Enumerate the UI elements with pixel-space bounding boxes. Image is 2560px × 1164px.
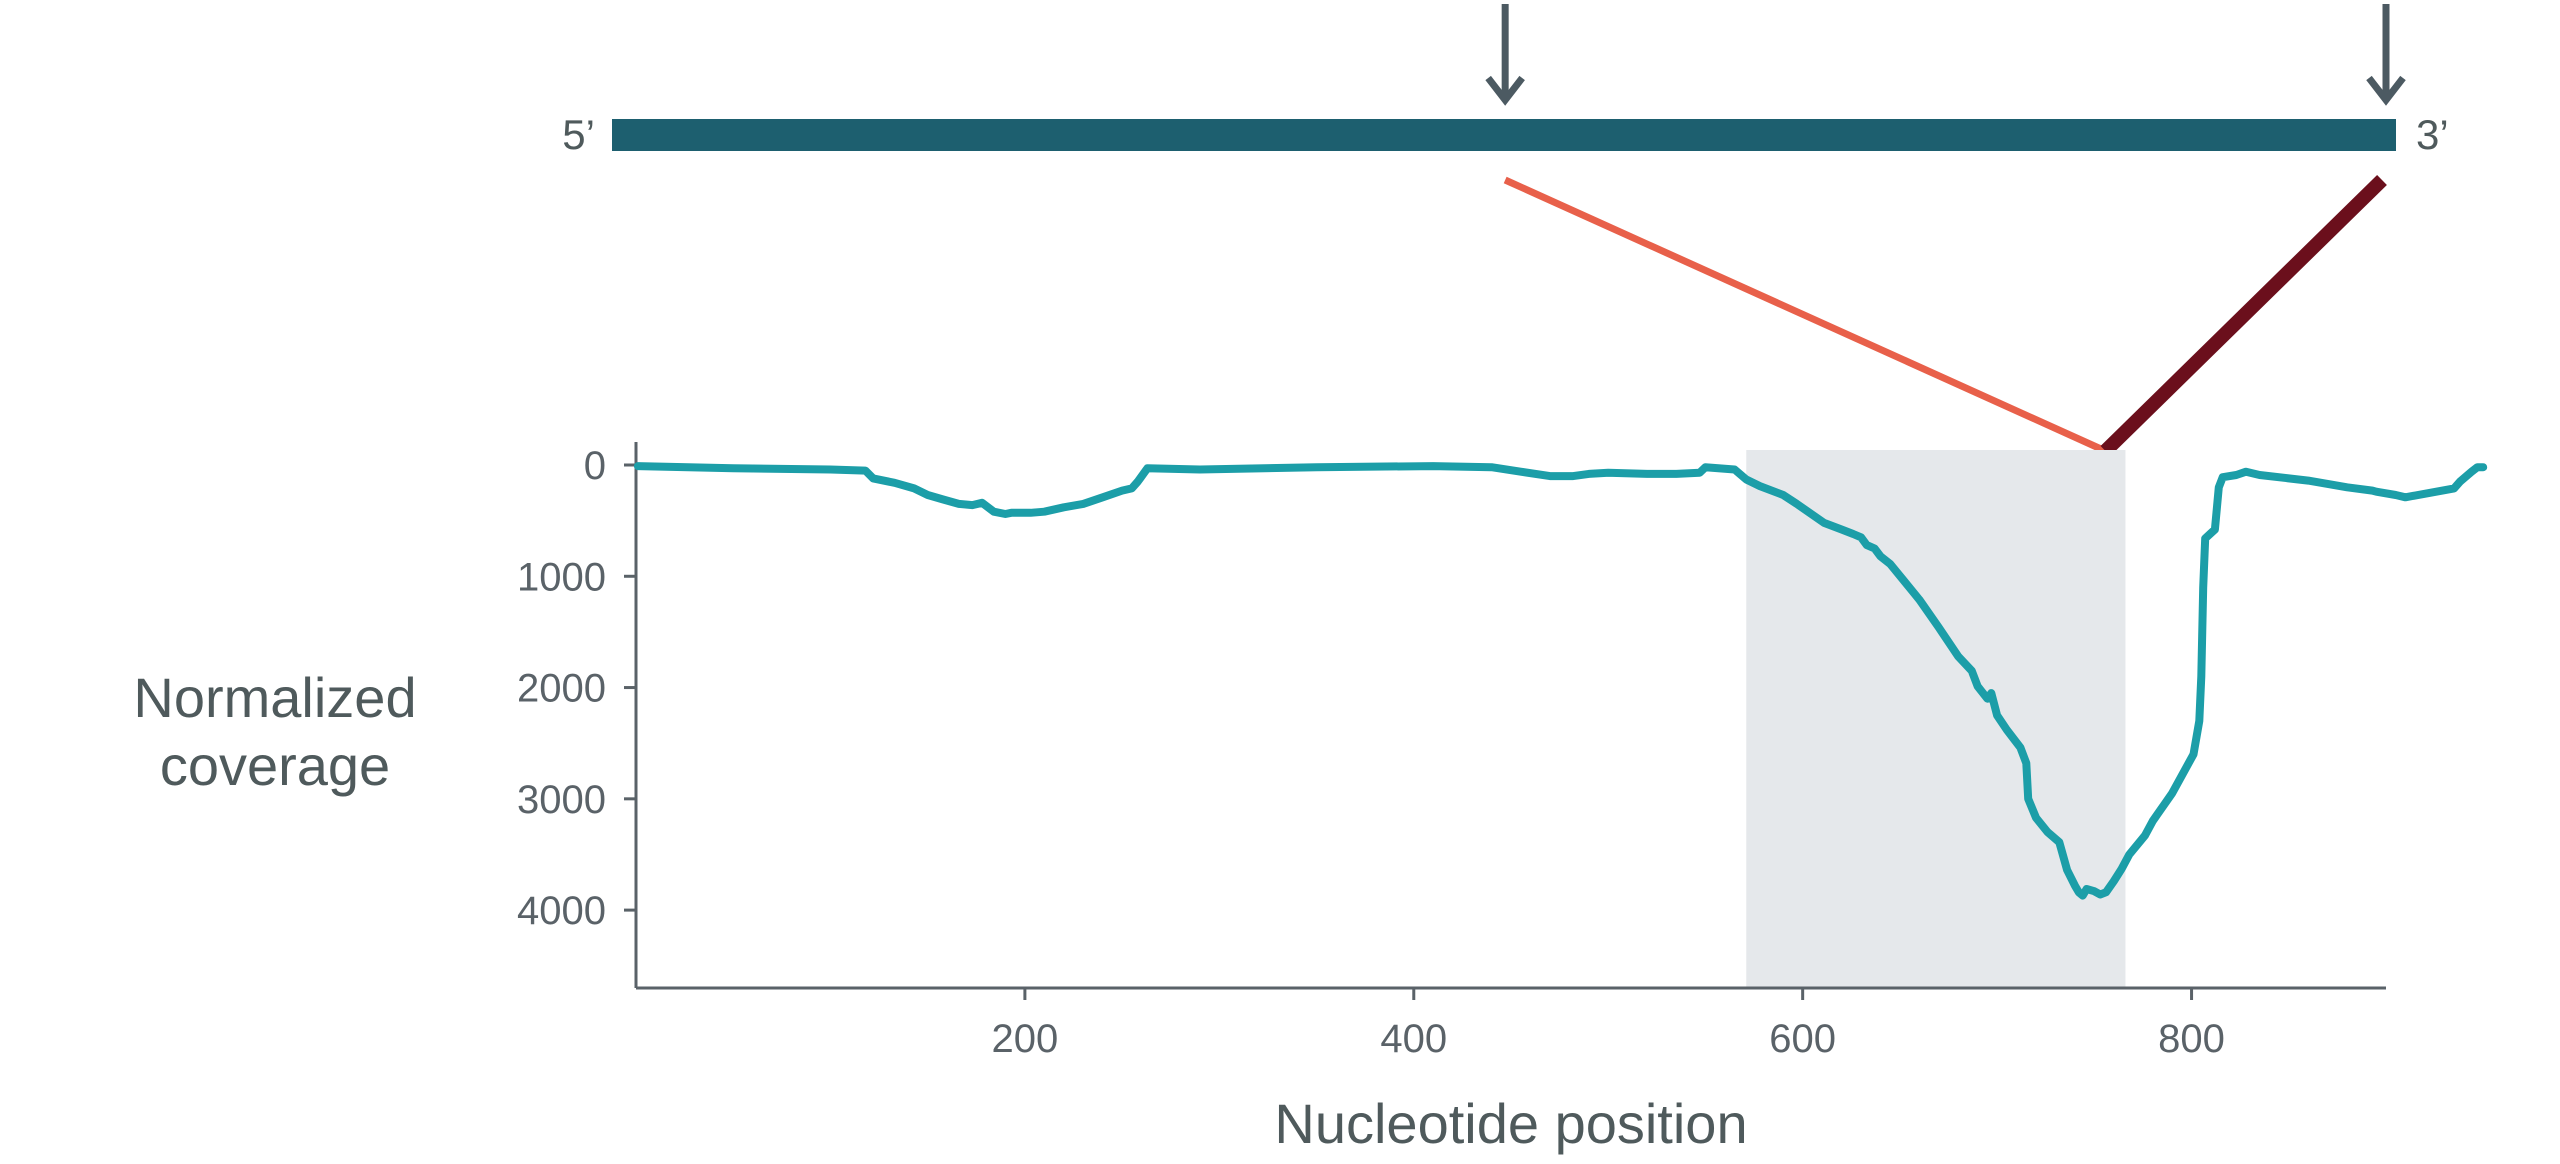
x-axis-title: Nucleotide position	[1274, 1092, 1747, 1155]
coverage-series-line	[633, 462, 2488, 900]
axes: 0 1000 2000 3000 4000 200 400 600 800	[517, 442, 2386, 1061]
y-tick-label: 4000	[517, 889, 606, 933]
five-prime-label: 5’	[562, 111, 595, 158]
y-tick-label: 3000	[517, 778, 606, 822]
gene-strand-bar	[612, 119, 2396, 151]
x-tick-label: 200	[992, 1017, 1059, 1061]
cleavage-markers	[1485, 4, 2406, 106]
connector-line-start	[1503, 176, 2107, 455]
y-tick-label: 2000	[517, 667, 606, 711]
y-tick-label: 0	[584, 444, 606, 488]
zoom-connectors	[1503, 175, 2387, 456]
y-axis-title-line-1: Normalized	[133, 666, 416, 729]
y-tick-label: 1000	[517, 555, 606, 599]
arrow-head	[2366, 75, 2406, 106]
y-axis-title-line-2: coverage	[160, 734, 390, 797]
x-tick-label: 600	[1769, 1017, 1836, 1061]
x-tick-label: 800	[2158, 1017, 2225, 1061]
coverage-plot: 0 1000 2000 3000 4000 200 400 600 800	[517, 442, 2488, 1061]
arrow-head	[1485, 75, 1525, 106]
three-prime-label: 3’	[2416, 111, 2449, 158]
x-tick-label: 400	[1380, 1017, 1447, 1061]
highlighted-region	[1746, 450, 2126, 988]
connector-line-end	[2100, 175, 2387, 456]
